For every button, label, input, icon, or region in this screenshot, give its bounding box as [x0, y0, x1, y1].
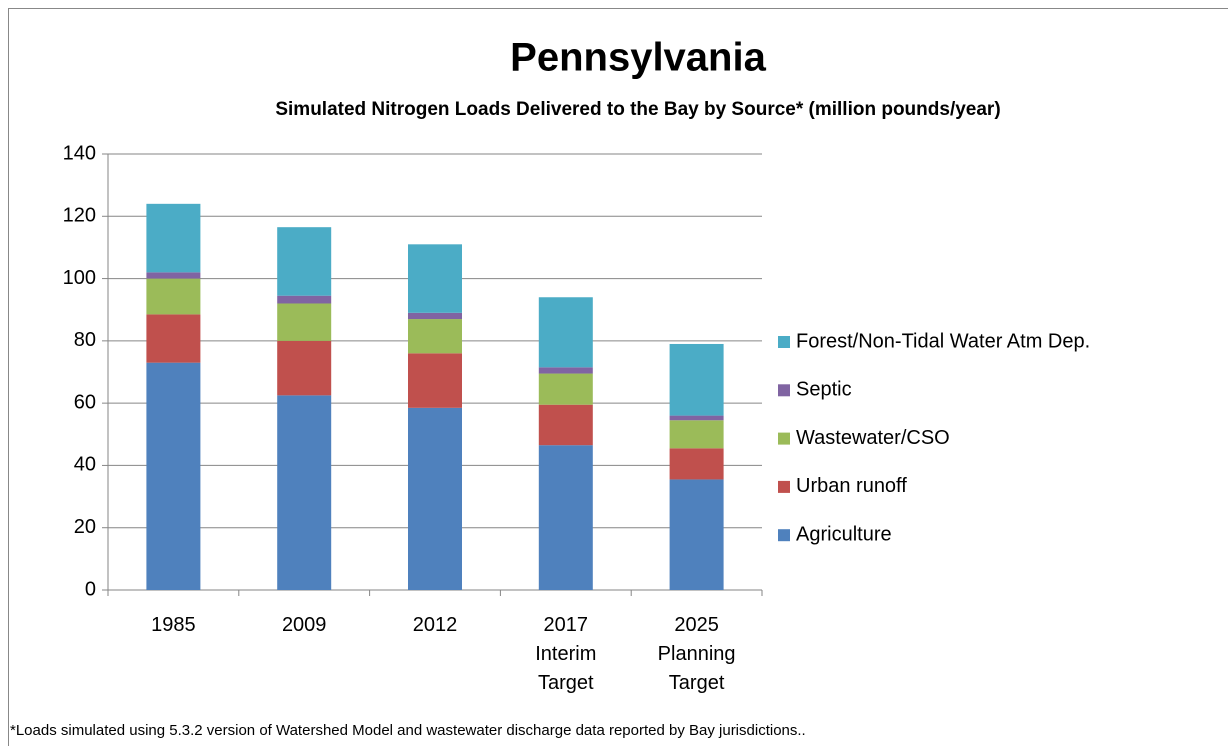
x-tick-label-line: Target: [538, 672, 594, 694]
y-tick-label: 80: [74, 329, 96, 351]
y-tick-label: 120: [63, 205, 96, 227]
x-tick-label-line: 1985: [151, 614, 196, 636]
bar-segment: [669, 448, 724, 480]
y-tick-label: 20: [74, 516, 96, 538]
legend-swatch: [778, 529, 790, 542]
legend-label: Urban runoff: [796, 475, 907, 497]
chart-title: Pennsylvania: [510, 36, 766, 80]
bar-segment: [146, 314, 201, 363]
bar-segment: [146, 272, 201, 279]
legend-label: Agriculture: [796, 523, 892, 545]
footnote: *Loads simulated using 5.3.2 version of …: [10, 722, 806, 739]
bar-segment: [408, 312, 462, 320]
bar-segment: [146, 203, 201, 273]
bar-segment: [669, 343, 724, 416]
y-tick-label: 0: [85, 578, 96, 600]
bar-segment: [408, 319, 462, 354]
x-tick-label: 2017 Interim Target: [535, 614, 596, 694]
chart-border: [8, 8, 1228, 746]
x-tick-label: 1985: [151, 614, 196, 636]
x-tick-label-line: Planning: [658, 643, 736, 665]
y-tick-label: 100: [63, 267, 96, 289]
bar-segment: [277, 340, 332, 396]
y-tick-label: 40: [74, 454, 96, 476]
legend-label: Septic: [796, 379, 852, 401]
x-tick-label: 2009: [282, 614, 327, 636]
x-tick-label-line: 2017: [544, 614, 589, 636]
bar-segment: [538, 297, 593, 368]
bar-segment: [277, 303, 332, 341]
x-tick-label: 2025 Planning Target: [658, 614, 736, 694]
x-tick-label-line: 2012: [413, 614, 458, 636]
bar-segment: [538, 404, 593, 446]
bar-segment: [146, 362, 201, 590]
bar-segment: [538, 445, 593, 590]
x-tick-label-line: 2025: [674, 614, 719, 636]
legend-label: Forest/Non-Tidal Water Atm Dep.: [796, 330, 1090, 352]
bar-segment: [277, 227, 332, 296]
chart-subtitle: Simulated Nitrogen Loads Delivered to th…: [275, 99, 1000, 120]
legend-swatch: [778, 384, 790, 397]
x-tick-label: 2012: [413, 614, 458, 636]
bar-segment: [408, 407, 462, 590]
y-tick-label: 60: [74, 391, 96, 413]
x-tick-label-line: Target: [669, 672, 725, 694]
bar-segment: [408, 244, 462, 313]
legend-swatch: [778, 336, 790, 348]
x-tick-label-line: Interim: [535, 643, 596, 665]
bar-segment: [669, 415, 724, 421]
bar-segment: [538, 373, 593, 405]
bar-segment: [538, 367, 593, 374]
legend-label: Wastewater/CSO: [796, 427, 950, 449]
bar-segment: [669, 479, 724, 590]
legend-swatch: [778, 432, 790, 445]
bar-segment: [146, 278, 201, 315]
bar-segment: [669, 420, 724, 449]
x-tick-label-line: 2009: [282, 614, 327, 636]
bar-segment: [277, 295, 332, 304]
bar-segment: [277, 395, 332, 590]
bar-segment: [408, 353, 462, 408]
legend-swatch: [778, 480, 790, 493]
y-tick-label: 140: [63, 142, 96, 164]
